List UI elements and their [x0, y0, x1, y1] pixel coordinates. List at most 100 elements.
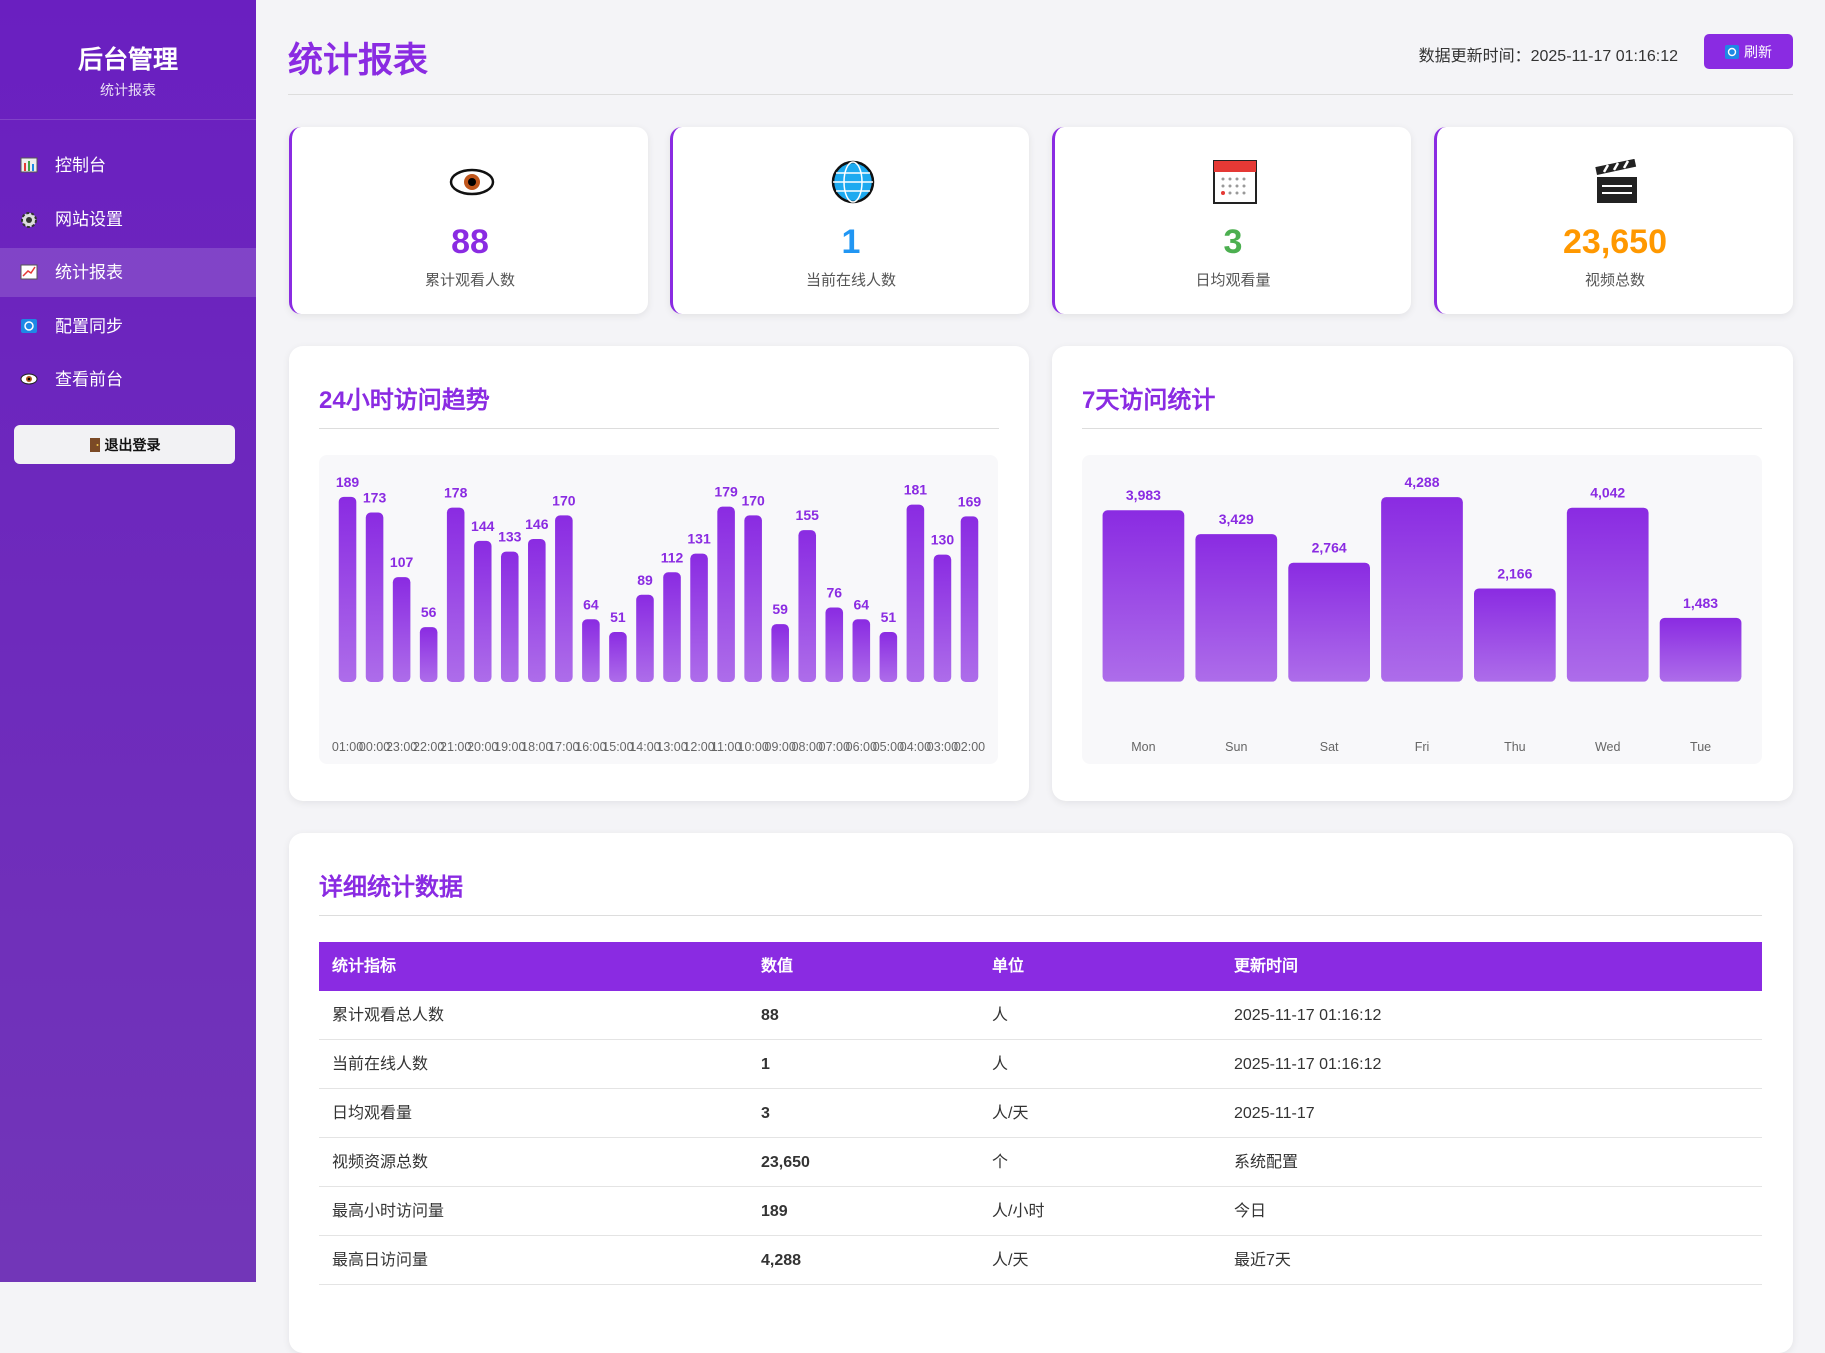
- table-cell: 个: [992, 1154, 1009, 1171]
- x-tick-label: 07:00: [819, 740, 850, 754]
- table-cell: 4,288: [761, 1252, 802, 1269]
- menu-label: 查看前台: [55, 370, 123, 389]
- icon: [20, 373, 38, 385]
- menu-item[interactable]: 控制台: [0, 141, 256, 190]
- bar: [1102, 510, 1185, 682]
- value-label: 179: [714, 484, 738, 500]
- eye-icon: [449, 168, 495, 196]
- table-cell: 最高日访问量: [332, 1252, 429, 1269]
- table-cell: 3: [761, 1105, 770, 1122]
- chart-title: 24小时访问趋势: [319, 387, 490, 414]
- menu-item[interactable]: 统计报表: [0, 248, 256, 297]
- sidebar-title: 后台管理: [77, 46, 178, 74]
- table-cell: 人: [992, 1056, 1009, 1073]
- table-row: 视频资源总数 23,650 个 系统配置: [319, 1138, 1762, 1187]
- table-cell: 88: [761, 1007, 779, 1024]
- table-cell: 人/天: [992, 1252, 1029, 1269]
- bar: [771, 624, 789, 682]
- bar: [500, 551, 519, 682]
- stat-card: 1 当前在线人数: [670, 127, 1029, 314]
- bar: [528, 538, 546, 682]
- table-cell: 2025-11-17 01:16:12: [1234, 1056, 1382, 1073]
- x-tick-label: 10:00: [738, 740, 769, 754]
- value-label: 178: [444, 485, 468, 501]
- icon: [21, 212, 37, 228]
- logout-button[interactable]: 退出登录: [14, 425, 235, 464]
- table-row: 当前在线人数 1 人 2025-11-17 01:16:12: [319, 1040, 1762, 1089]
- icon: [21, 319, 37, 333]
- bar: [473, 540, 492, 682]
- x-tick-label: 08:00: [792, 740, 823, 754]
- table-row: 日均观看量 3 人/天 2025-11-17: [319, 1089, 1762, 1138]
- chart-panel: 7天访问统计 3,983 Mon 3,429 Sun 2,764 Sat 4,288 Fri 2…: [1052, 346, 1793, 801]
- table-title: 详细统计数据: [319, 874, 463, 901]
- value-label: 144: [471, 518, 495, 534]
- x-tick-label: 11:00: [711, 740, 741, 754]
- value-label: 155: [796, 507, 820, 523]
- bar: [338, 496, 357, 682]
- x-tick-label: 09:00: [765, 740, 796, 754]
- x-tick-label: 12:00: [683, 740, 714, 754]
- value-label: 130: [931, 532, 955, 548]
- x-tick-label: 16:00: [575, 740, 606, 754]
- menu-label: 网站设置: [55, 210, 123, 229]
- table-cell: 统计指标: [332, 958, 397, 975]
- value-label: 170: [741, 492, 765, 508]
- globe-icon: [831, 160, 875, 204]
- value-label: 189: [336, 474, 360, 490]
- x-tick-label: 18:00: [521, 740, 552, 754]
- divider: [319, 915, 1762, 916]
- table-cell: 人/小时: [992, 1203, 1045, 1220]
- table-row: 最高日访问量 4,288 人/天 最近7天: [319, 1236, 1762, 1285]
- table-panel: 详细统计数据 统计指标 数值 单位 更新时间 累计观看总人数 88 人 2025-11-17 …: [289, 833, 1793, 1353]
- menu-item[interactable]: 查看前台: [0, 355, 256, 404]
- divider: [319, 428, 999, 429]
- bar: [365, 512, 384, 682]
- x-tick-label: 14:00: [629, 740, 660, 754]
- value-label: 64: [583, 596, 599, 612]
- value-label: 4,288: [1404, 474, 1439, 490]
- bar: [690, 553, 708, 682]
- table-cell: 日均观看量: [332, 1105, 413, 1122]
- table: 统计指标 数值 单位 更新时间 累计观看总人数 88 人 2025-11-17 01:16:1…: [319, 942, 1762, 1285]
- bar: [582, 619, 600, 682]
- value-label: 146: [525, 516, 549, 532]
- card-value: 23,650: [1563, 223, 1667, 261]
- table-cell: 1: [761, 1056, 770, 1073]
- x-tick-label: 21:00: [440, 740, 471, 754]
- x-tick-label: 17:00: [548, 740, 579, 754]
- table-cell: 单位: [992, 958, 1025, 975]
- bar: [717, 506, 735, 682]
- chart-panel: 24小时访问趋势 189 01:00 173 00:00 107 23:00 56 22:00…: [289, 346, 1029, 801]
- bar: [446, 507, 465, 682]
- icon: [20, 264, 38, 280]
- menu-item[interactable]: 配置同步: [0, 302, 256, 351]
- x-tick-label: 19:00: [494, 740, 525, 754]
- menu-item[interactable]: 网站设置: [0, 195, 256, 244]
- table-cell: 人: [992, 1007, 1009, 1024]
- card-label: 视频总数: [1584, 272, 1645, 289]
- menu-label: 控制台: [55, 156, 106, 175]
- page-title: 统计报表: [288, 41, 429, 80]
- button-label: 退出登录: [104, 436, 161, 453]
- update-time: 数据更新时间：2025-11-17 01:16:12: [1418, 48, 1678, 65]
- refresh-button[interactable]: 刷新: [1704, 34, 1793, 69]
- x-tick-label: 20:00: [467, 740, 498, 754]
- divider: [1082, 428, 1762, 429]
- x-tick-label: Fri: [1415, 740, 1430, 754]
- bar: [933, 554, 952, 682]
- bar: [1474, 588, 1556, 682]
- table-cell: 系统配置: [1234, 1154, 1299, 1171]
- x-tick-label: 23:00: [386, 740, 417, 754]
- bar: [1566, 507, 1649, 682]
- table-cell: 视频资源总数: [332, 1154, 429, 1171]
- bar: [960, 516, 979, 682]
- value-label: 169: [958, 493, 982, 509]
- divider: [288, 94, 1793, 95]
- value-label: 2,166: [1497, 565, 1532, 581]
- x-tick-label: 02:00: [954, 740, 985, 754]
- bar: [663, 572, 681, 682]
- table-cell: 最高小时访问量: [332, 1203, 445, 1220]
- value-label: 3,429: [1219, 511, 1254, 527]
- chart: 189 01:00 173 00:00 107 23:00 56 22:00 178 21:00 1…: [319, 455, 998, 764]
